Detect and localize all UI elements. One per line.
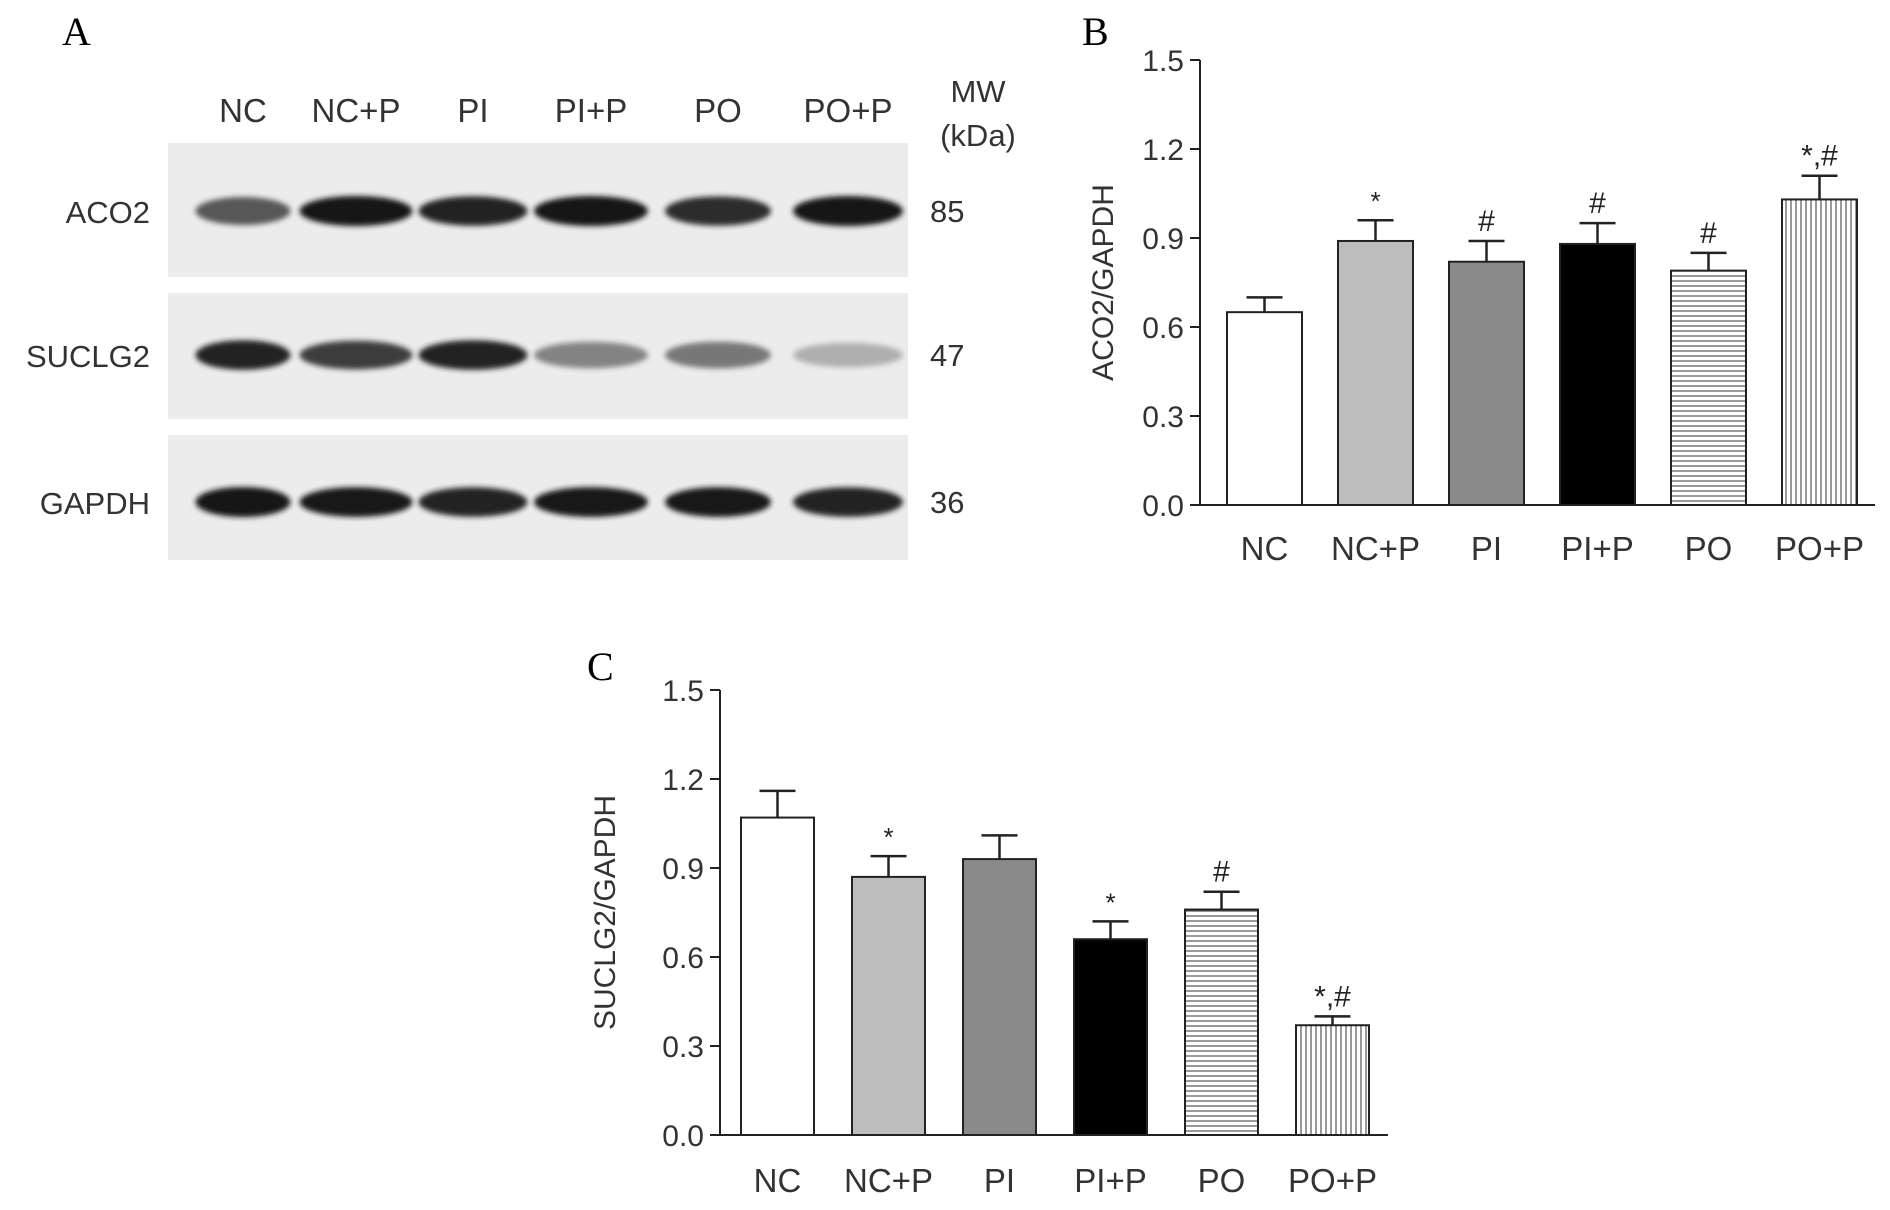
blot-band [418, 487, 528, 517]
y-tick-label: 1.5 [662, 675, 704, 708]
blot-band [418, 340, 528, 370]
significance-mark: * [1370, 186, 1380, 216]
y-tick-label: 0.9 [1142, 223, 1184, 256]
significance-mark: # [1700, 217, 1717, 250]
blot-band [195, 197, 291, 225]
blot-band [793, 196, 903, 226]
x-category-label: PO [1685, 530, 1733, 567]
panel-letter-a: A [62, 9, 91, 54]
bar [1337, 239, 1414, 506]
blot-band [665, 196, 771, 226]
y-tick-label: 0.0 [1142, 490, 1184, 523]
western-blot-panel: A NC NC+P PI PI+P PO PO+P MW (kDa) ACO2 85 SUCL… [26, 9, 1016, 560]
mw-value: 85 [930, 194, 964, 229]
mw-header-line-1: MW [950, 74, 1006, 109]
panel-letter-b: B [1082, 9, 1109, 54]
lane-labels: NC NC+P PI PI+P PO PO+P [219, 92, 892, 129]
significance-mark: # [1478, 205, 1495, 238]
x-category-label: PI+P [1074, 1162, 1146, 1199]
mw-value: 36 [930, 485, 964, 520]
bar [1295, 1024, 1370, 1136]
bar [1448, 260, 1525, 506]
panel-letter-c: C [587, 644, 614, 689]
y-axis-label: SUCLG2/GAPDH [589, 795, 622, 1030]
significance-mark: # [1213, 856, 1230, 889]
bar [1226, 311, 1303, 506]
blot-band [195, 340, 291, 370]
protein-label: ACO2 [66, 195, 150, 230]
blot-band [299, 487, 413, 517]
mw-header-line-2: (kDa) [940, 118, 1016, 153]
y-tick-label: 1.5 [1142, 45, 1184, 78]
blot-band [793, 342, 903, 368]
bar [1781, 198, 1858, 507]
lane-label: PI+P [555, 92, 627, 129]
blot-band [534, 487, 648, 517]
blot-band [418, 196, 528, 226]
x-category-label: PI [1471, 530, 1502, 567]
bar [962, 858, 1037, 1136]
x-category-label: NC+P [1331, 530, 1420, 567]
significance-mark: * [883, 822, 893, 852]
x-category-label: PO+P [1288, 1162, 1377, 1199]
significance-mark: # [1589, 187, 1606, 220]
bar [740, 816, 815, 1136]
lane-label: NC+P [312, 92, 401, 129]
protein-label: SUCLG2 [26, 339, 150, 374]
y-tick-label: 1.2 [662, 764, 704, 797]
y-tick-label: 0.0 [662, 1120, 704, 1153]
x-category-label: PO [1198, 1162, 1246, 1199]
blot-band [299, 196, 413, 226]
significance-mark: *,# [1801, 140, 1838, 173]
bar [1073, 938, 1148, 1137]
lane-label: PI [457, 92, 488, 129]
bar [851, 875, 926, 1137]
blot-strips: ACO2 85 SUCLG2 47 GAPDH 36 [26, 143, 964, 560]
lane-label: PO [694, 92, 742, 129]
x-category-label: NC [754, 1162, 802, 1199]
aco2-bar-chart: B 0.0 0.3 0.6 0.9 1.2 1.5 ACO2/GAPDH NC * NC+P # PI… [1082, 9, 1875, 567]
x-category-label: PI [984, 1162, 1015, 1199]
y-tick-label: 0.3 [662, 1031, 704, 1064]
bar [1184, 908, 1259, 1136]
x-category-label: NC+P [844, 1162, 933, 1199]
significance-mark: * [1105, 887, 1115, 917]
bar [1559, 242, 1636, 507]
blot-band [534, 341, 648, 369]
blot-band [793, 487, 903, 517]
protein-label: GAPDH [40, 486, 150, 521]
y-tick-label: 0.3 [1142, 401, 1184, 434]
blot-band [665, 487, 771, 517]
y-tick-label: 0.6 [662, 942, 704, 975]
y-tick-label: 0.6 [1142, 312, 1184, 345]
bar [1670, 269, 1747, 506]
lane-label: PO+P [804, 92, 893, 129]
x-category-label: PO+P [1775, 530, 1864, 567]
blot-band [534, 196, 648, 226]
blot-band [665, 341, 771, 369]
suclg2-bar-chart: C 0.0 0.3 0.6 0.9 1.2 1.5 SUCLG2/GAPDH NC * NC+P P… [587, 644, 1388, 1199]
y-tick-label: 1.2 [1142, 134, 1184, 167]
blot-band [299, 340, 413, 370]
y-tick-label: 0.9 [662, 853, 704, 886]
mw-value: 47 [930, 338, 964, 373]
significance-mark: *,# [1314, 980, 1351, 1013]
blot-band [195, 487, 291, 517]
y-axis-label: ACO2/GAPDH [1087, 184, 1120, 381]
x-category-label: NC [1241, 530, 1289, 567]
lane-label: NC [219, 92, 267, 129]
x-category-label: PI+P [1561, 530, 1633, 567]
